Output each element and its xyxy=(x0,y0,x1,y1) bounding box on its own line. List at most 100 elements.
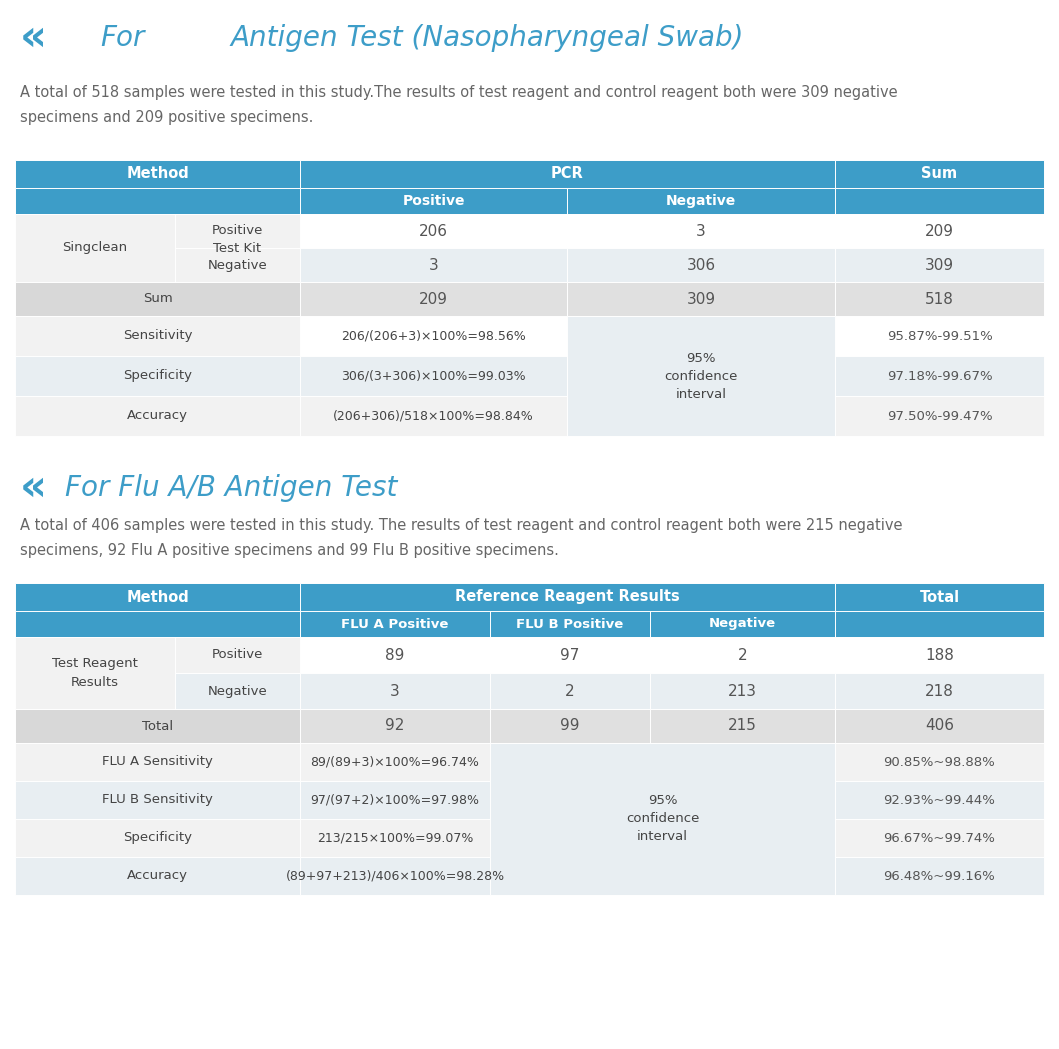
Text: 309: 309 xyxy=(925,257,954,273)
Text: 97.18%-99.67%: 97.18%-99.67% xyxy=(886,369,992,383)
Text: 99: 99 xyxy=(560,719,579,733)
Bar xyxy=(834,743,1044,782)
Bar xyxy=(300,282,567,316)
Text: 2: 2 xyxy=(738,647,748,663)
Text: 89: 89 xyxy=(385,647,405,663)
Bar xyxy=(834,188,1044,214)
Bar xyxy=(834,583,1044,611)
Text: 215: 215 xyxy=(729,719,757,733)
Text: Specificity: Specificity xyxy=(123,832,192,844)
Text: Sum: Sum xyxy=(143,293,173,305)
Bar xyxy=(834,248,1044,282)
Text: Reference Reagent Results: Reference Reagent Results xyxy=(455,590,680,604)
Bar xyxy=(567,188,834,214)
Bar xyxy=(175,637,300,673)
Text: 209: 209 xyxy=(419,292,448,306)
Text: Method: Method xyxy=(126,167,189,181)
Bar xyxy=(834,397,1044,436)
Text: 406: 406 xyxy=(925,719,954,733)
Bar xyxy=(834,637,1044,673)
Text: 206: 206 xyxy=(419,223,448,238)
Bar xyxy=(834,857,1044,895)
Text: 188: 188 xyxy=(926,647,954,663)
Text: 3: 3 xyxy=(429,257,438,273)
Text: FLU A Positive: FLU A Positive xyxy=(341,618,449,630)
Text: 3: 3 xyxy=(390,684,400,699)
Bar xyxy=(15,282,300,316)
Text: FLU B Sensitivity: FLU B Sensitivity xyxy=(102,793,213,807)
Bar xyxy=(15,397,300,436)
Text: Specificity: Specificity xyxy=(123,369,192,383)
Text: Total: Total xyxy=(142,720,173,732)
Bar xyxy=(15,583,300,611)
Text: Negative: Negative xyxy=(208,258,267,272)
Bar xyxy=(834,673,1044,709)
Bar xyxy=(567,214,834,248)
Bar xyxy=(567,282,834,316)
Bar xyxy=(300,188,567,214)
Text: Test Kit: Test Kit xyxy=(214,241,262,255)
Text: Accuracy: Accuracy xyxy=(127,870,189,882)
Bar xyxy=(300,673,490,709)
Bar xyxy=(300,397,567,436)
Text: 306/(3+306)×100%=99.03%: 306/(3+306)×100%=99.03% xyxy=(341,369,526,383)
Bar xyxy=(15,819,300,857)
Bar xyxy=(834,782,1044,819)
Bar xyxy=(300,611,490,637)
Bar xyxy=(300,743,490,782)
Text: 97/(97+2)×100%=97.98%: 97/(97+2)×100%=97.98% xyxy=(310,793,480,807)
Text: 306: 306 xyxy=(686,257,716,273)
Bar xyxy=(490,709,650,743)
Bar xyxy=(300,316,567,356)
Bar xyxy=(15,188,300,214)
Text: Negative: Negative xyxy=(666,194,736,208)
Text: PCR: PCR xyxy=(551,167,584,181)
Text: (89+97+213)/406×100%=98.28%: (89+97+213)/406×100%=98.28% xyxy=(286,870,504,882)
Text: Negative: Negative xyxy=(708,618,776,630)
Bar xyxy=(15,743,300,782)
Text: Test Reagent
Results: Test Reagent Results xyxy=(52,658,138,688)
Text: 90.85%~98.88%: 90.85%~98.88% xyxy=(883,755,995,769)
Bar xyxy=(834,282,1044,316)
Bar xyxy=(300,819,490,857)
Text: 3: 3 xyxy=(696,223,706,238)
Bar xyxy=(15,782,300,819)
Bar xyxy=(650,611,834,637)
Bar xyxy=(490,637,650,673)
Text: 2: 2 xyxy=(566,684,575,699)
Text: Positive: Positive xyxy=(212,648,264,662)
Text: Negative: Negative xyxy=(208,685,267,698)
Bar xyxy=(15,356,300,397)
Bar xyxy=(300,214,567,248)
Text: Sum: Sum xyxy=(921,167,957,181)
Text: 206/(206+3)×100%=98.56%: 206/(206+3)×100%=98.56% xyxy=(341,329,526,343)
Text: 209: 209 xyxy=(925,223,954,238)
Text: Positive: Positive xyxy=(402,194,465,208)
Text: For: For xyxy=(100,24,144,52)
Bar xyxy=(567,248,834,282)
Text: 89/(89+3)×100%=96.74%: 89/(89+3)×100%=96.74% xyxy=(310,755,480,769)
Bar xyxy=(175,673,300,709)
Bar xyxy=(15,214,175,282)
Text: FLU B Positive: FLU B Positive xyxy=(517,618,624,630)
Text: «: « xyxy=(20,467,47,509)
Text: 92.93%~99.44%: 92.93%~99.44% xyxy=(883,793,995,807)
Text: Total: Total xyxy=(919,590,959,604)
Bar xyxy=(650,637,834,673)
Bar xyxy=(175,214,300,248)
Bar xyxy=(300,782,490,819)
Bar xyxy=(300,637,490,673)
Bar xyxy=(15,709,300,743)
Bar xyxy=(834,709,1044,743)
Bar xyxy=(300,248,567,282)
Bar xyxy=(834,316,1044,356)
Text: 97: 97 xyxy=(560,647,579,663)
Bar xyxy=(175,248,300,282)
Text: Singclean: Singclean xyxy=(62,241,127,255)
Text: «: « xyxy=(20,17,47,59)
Bar xyxy=(300,709,490,743)
Bar xyxy=(567,316,834,436)
Bar xyxy=(834,160,1044,188)
Text: Sensitivity: Sensitivity xyxy=(123,329,193,343)
Text: 96.48%~99.16%: 96.48%~99.16% xyxy=(883,870,995,882)
